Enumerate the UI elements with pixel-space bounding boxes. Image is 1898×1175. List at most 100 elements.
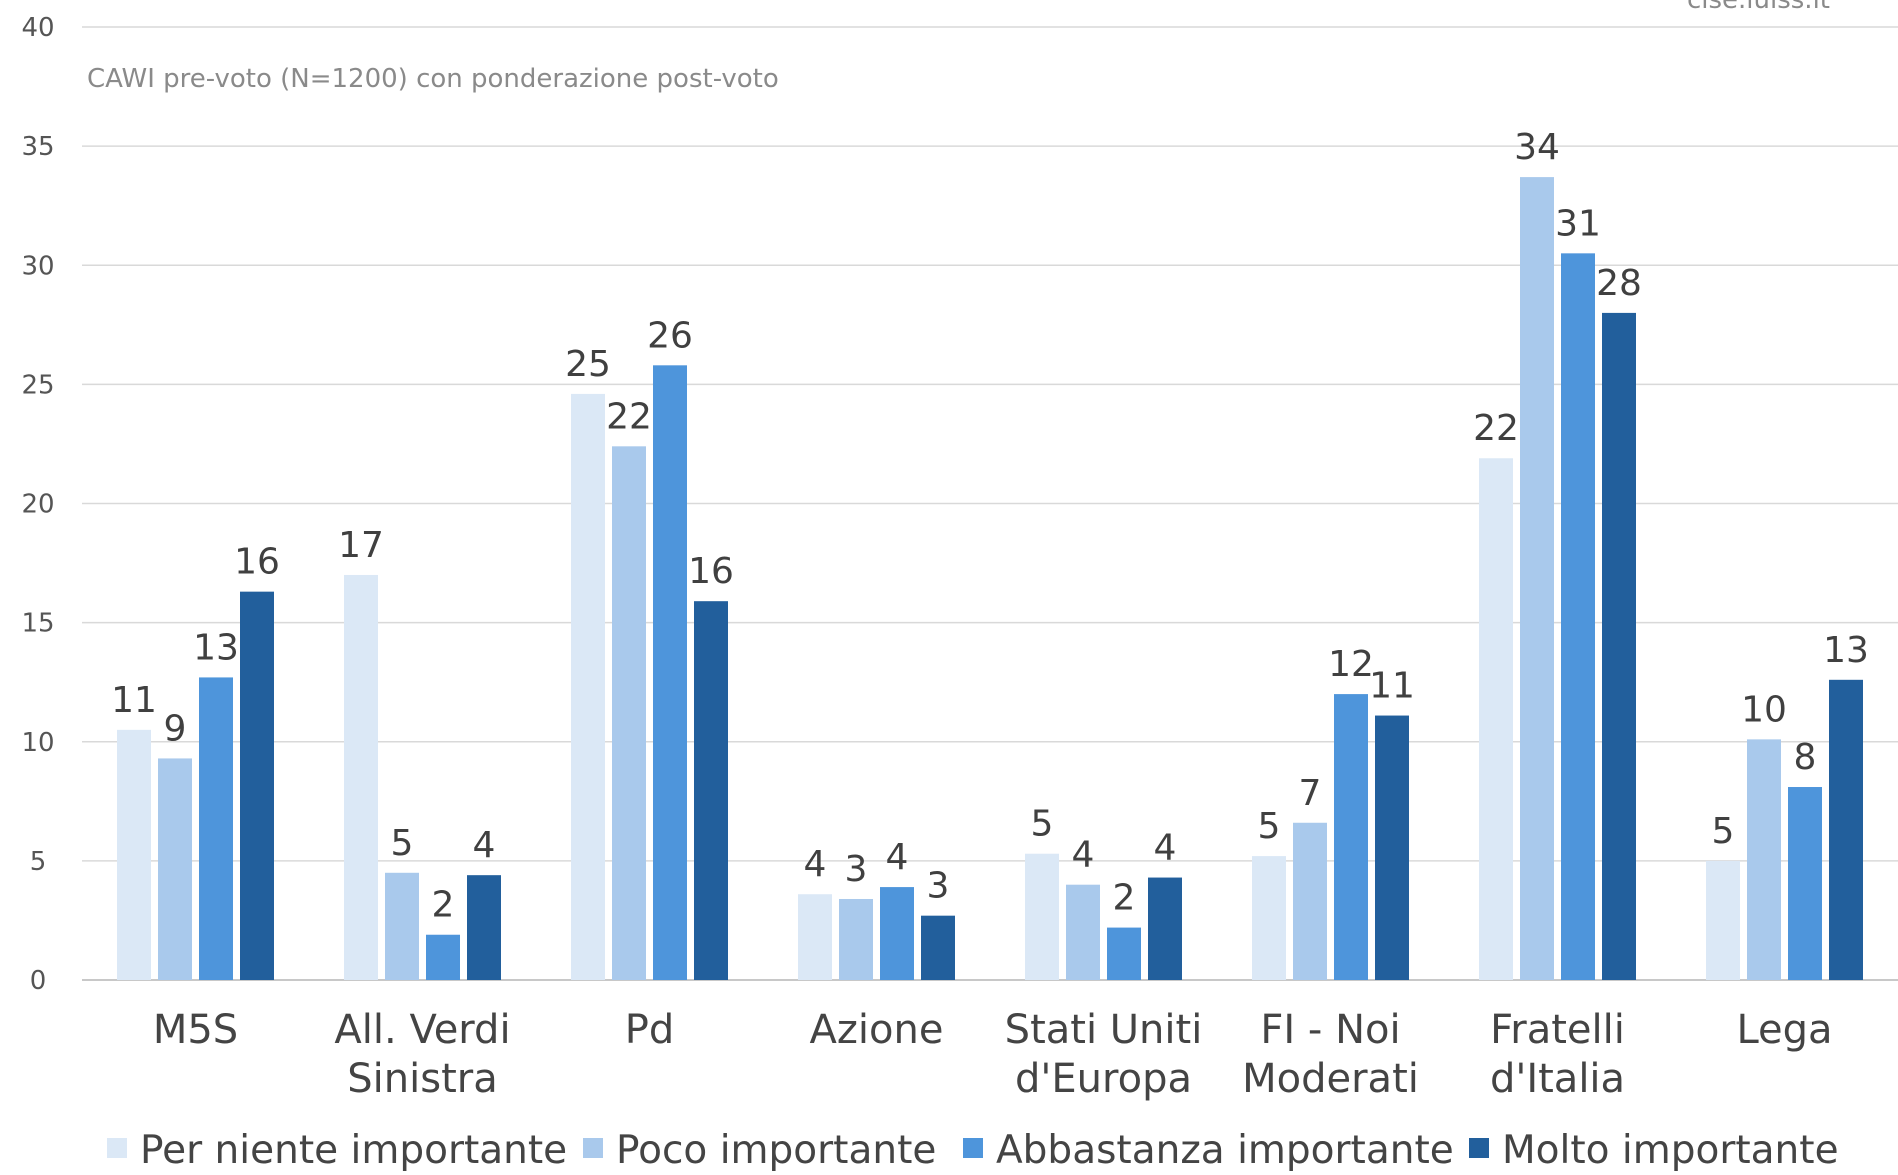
data-label: 5 (1031, 804, 1054, 845)
bar (1334, 694, 1368, 980)
category-label: Moderati (1242, 1056, 1419, 1102)
data-label: 5 (1258, 806, 1281, 847)
category-label: Pd (625, 1007, 675, 1053)
bar (880, 887, 914, 980)
legend-label: Per niente importante (140, 1128, 567, 1173)
data-label: 25 (565, 344, 611, 385)
bars-group (117, 177, 1863, 980)
legend-label: Molto importante (1502, 1128, 1839, 1173)
bar (199, 677, 233, 980)
bar (1747, 739, 1781, 980)
y-tick-label: 0 (30, 966, 47, 996)
data-label: 22 (1473, 408, 1519, 449)
bar (385, 872, 419, 980)
bar (694, 601, 728, 980)
data-label: 12 (1328, 644, 1374, 685)
bar (1252, 856, 1286, 980)
category-label: Lega (1736, 1007, 1832, 1053)
bar (344, 574, 378, 980)
bar (117, 729, 151, 980)
legend: Per niente importante Poco importante Abba… (107, 1128, 1839, 1173)
bar (1479, 458, 1513, 980)
bar (158, 758, 192, 980)
category-label: Azione (810, 1007, 944, 1053)
category-label: M5S (153, 1007, 238, 1053)
source-label: cise.luiss.it (1687, 0, 1830, 15)
data-label: 2 (432, 885, 455, 926)
data-label: 28 (1596, 263, 1642, 304)
data-label: 26 (647, 315, 693, 356)
bar (467, 875, 501, 980)
chart-subtitle: CAWI pre-voto (N=1200) con ponderazione … (87, 64, 779, 94)
data-label: 31 (1555, 203, 1601, 244)
category-label: d'Italia (1490, 1056, 1625, 1102)
data-label: 11 (111, 680, 157, 721)
legend-swatch (1469, 1138, 1489, 1158)
data-label: 8 (1794, 737, 1817, 778)
data-label: 16 (234, 542, 280, 583)
data-label: 3 (845, 849, 868, 890)
category-label: Stati Uniti (1005, 1007, 1203, 1053)
bar (1829, 679, 1863, 980)
y-tick-label: 25 (21, 370, 54, 400)
data-label: 13 (193, 627, 239, 668)
legend-label: Abbastanza importante (996, 1128, 1454, 1173)
data-label: 4 (473, 825, 496, 866)
y-axis: 0 5 10 15 20 25 30 35 40 (21, 13, 54, 996)
bar (1520, 177, 1554, 980)
data-label: 13 (1823, 630, 1869, 671)
bar (1375, 715, 1409, 980)
y-tick-label: 20 (21, 490, 54, 520)
data-label: 17 (338, 525, 384, 566)
bar (1107, 927, 1141, 980)
bar (571, 393, 605, 980)
bar (921, 915, 955, 980)
data-label: 16 (688, 551, 734, 592)
data-label: 34 (1514, 127, 1560, 168)
bar (1025, 853, 1059, 980)
y-tick-label: 10 (21, 728, 54, 758)
bar (426, 934, 460, 980)
data-label: 5 (1712, 811, 1735, 852)
y-tick-label: 15 (21, 609, 54, 639)
bar (653, 365, 687, 980)
data-label: 3 (927, 866, 950, 907)
legend-swatch (583, 1138, 603, 1158)
y-tick-label: 40 (21, 13, 54, 43)
bar (1706, 860, 1740, 980)
data-label: 7 (1299, 773, 1322, 814)
bar (1788, 787, 1822, 980)
category-label: d'Europa (1015, 1056, 1192, 1102)
y-tick-label: 5 (30, 847, 47, 877)
bar (1602, 312, 1636, 980)
data-label: 5 (391, 823, 414, 864)
data-label: 4 (886, 837, 909, 878)
y-tick-label: 35 (21, 132, 54, 162)
category-label: FI - Noi (1260, 1007, 1400, 1053)
data-label: 9 (164, 708, 187, 749)
gridlines (82, 26, 1898, 981)
bar (1148, 877, 1182, 980)
bar (839, 898, 873, 980)
data-label: 4 (1154, 828, 1177, 869)
bar (240, 591, 274, 980)
legend-label: Poco importante (616, 1128, 936, 1173)
y-tick-label: 30 (21, 251, 54, 281)
bar (612, 446, 646, 980)
category-label: Fratelli (1490, 1007, 1625, 1053)
bar (1561, 253, 1595, 980)
legend-swatch (963, 1138, 983, 1158)
category-label: Sinistra (347, 1056, 497, 1102)
data-label: 4 (804, 844, 827, 885)
data-label: 22 (606, 396, 652, 437)
legend-swatch (107, 1138, 127, 1158)
bar (798, 894, 832, 980)
data-label: 4 (1072, 835, 1095, 876)
bar (1293, 822, 1327, 980)
category-label: All. Verdi (334, 1007, 510, 1053)
data-label: 10 (1741, 689, 1787, 730)
data-label: 2 (1113, 878, 1136, 919)
